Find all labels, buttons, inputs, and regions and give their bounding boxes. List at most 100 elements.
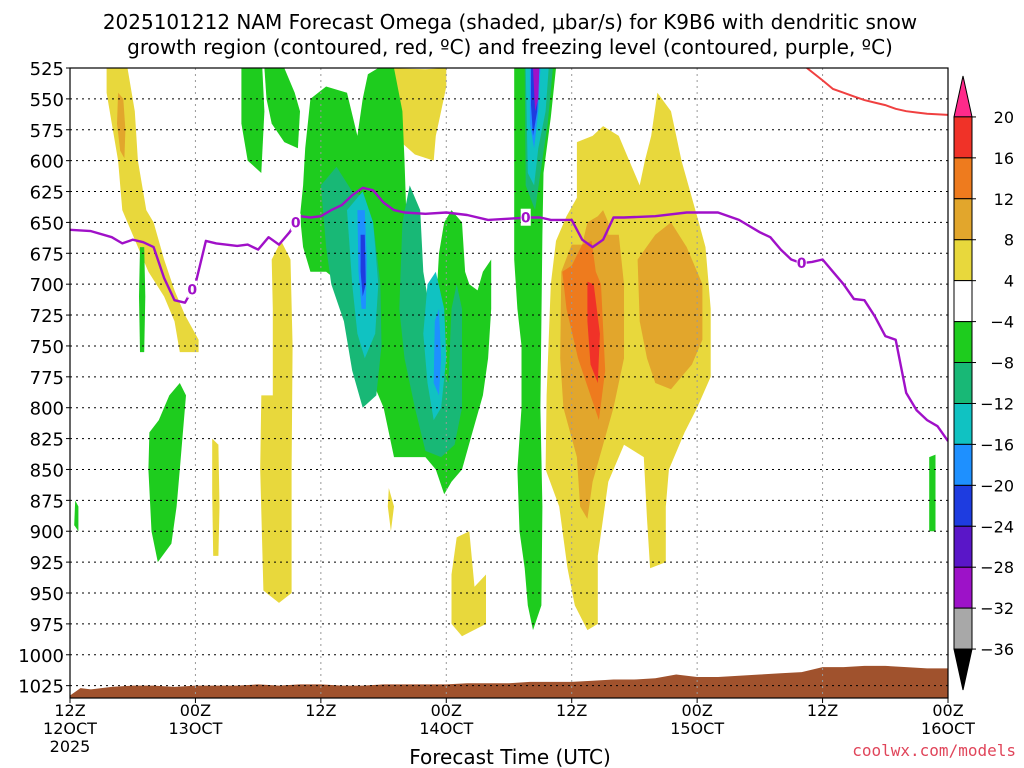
gridlines xyxy=(70,68,948,698)
y-tick-label-700: 700 xyxy=(30,275,64,296)
x-tick-label-mid-36: 14OCT xyxy=(419,719,473,738)
y-tick-label-975: 975 xyxy=(30,615,64,636)
y-tick-label-750: 750 xyxy=(30,337,64,358)
omega-region-5 xyxy=(387,488,394,532)
credit-text: coolwx.com/models xyxy=(852,741,1016,760)
y-axis: 525 550 575 600 625 650 675 700 725 750 775 800 825 8… xyxy=(18,59,70,698)
y-tick-label-1025: 1025 xyxy=(18,677,64,698)
x-tick-label-top-0: 12Z xyxy=(54,701,85,720)
colorbar-swatch-7 xyxy=(953,362,973,404)
y-tick-label-550: 550 xyxy=(30,90,64,111)
y-tick-label-900: 900 xyxy=(30,522,64,543)
omega-region-27 xyxy=(433,308,442,396)
dgz-contour-line xyxy=(806,68,948,116)
freezing-level-label-3: 0 xyxy=(797,256,807,272)
chart-title-line1: 2025101212 NAM Forecast Omega (shaded, μ… xyxy=(103,10,917,34)
omega-region-31 xyxy=(533,68,540,112)
colorbar-label-10: −24 xyxy=(980,517,1014,536)
colorbar-label-0: 20 xyxy=(994,108,1014,127)
omega-region-16 xyxy=(241,68,265,173)
colorbar-swatch-12 xyxy=(953,566,973,609)
colorbar-label-4: 4 xyxy=(1004,272,1014,291)
colorbar-label-5: −4 xyxy=(990,313,1014,332)
y-tick-label-775: 775 xyxy=(30,368,64,389)
colorbar-swatch-3 xyxy=(953,198,973,241)
colorbar-swatch-1 xyxy=(953,116,973,159)
colorbar-label-1: 16 xyxy=(994,149,1014,168)
x-tick-label-mid-60: 15OCT xyxy=(670,719,724,738)
omega-region-3 xyxy=(260,240,293,603)
omega-region-12 xyxy=(139,247,146,353)
x-tick-label-top-84: 00Z xyxy=(932,701,963,720)
y-tick-label-850: 850 xyxy=(30,460,64,481)
contours: 0 0 0 0 xyxy=(70,68,948,442)
omega-region-10 xyxy=(562,240,606,421)
x-tick-label-top-24: 12Z xyxy=(305,701,336,720)
y-tick-label-950: 950 xyxy=(30,584,64,605)
y-tick-label-625: 625 xyxy=(30,183,64,204)
freezing-level-line xyxy=(70,186,948,442)
omega-region-19 xyxy=(514,68,556,631)
colorbar-label-12: −32 xyxy=(980,599,1014,618)
omega-region-1 xyxy=(117,92,126,159)
y-tick-label-875: 875 xyxy=(30,491,64,512)
colorbar-swatch-14 xyxy=(953,648,973,691)
colorbar-label-9: −20 xyxy=(980,476,1014,495)
freezing-level-label-2: 0 xyxy=(521,211,531,227)
y-tick-label-525: 525 xyxy=(30,59,64,80)
terrain xyxy=(70,665,948,698)
colorbar-swatch-8 xyxy=(953,402,973,445)
freezing-label-bg-3 xyxy=(796,254,807,272)
omega-region-29 xyxy=(360,234,366,297)
colorbar-label-8: −16 xyxy=(980,435,1014,454)
x-tick-label-top-36: 00Z xyxy=(431,701,462,720)
omega-region-11 xyxy=(587,281,600,383)
y-tick-label-675: 675 xyxy=(30,244,64,265)
x-tick-label-bot-0: 2025 xyxy=(50,737,91,756)
x-tick-label-top-72: 12Z xyxy=(807,701,838,720)
freezing-label-bg-1 xyxy=(290,213,301,231)
colorbar-label-13: −36 xyxy=(980,640,1014,659)
omega-region-14 xyxy=(74,500,79,532)
freezing-label-bg-0 xyxy=(187,280,198,298)
colorbar-swatch-2 xyxy=(953,157,973,200)
x-tick-label-mid-12: 13OCT xyxy=(168,719,222,738)
omega-region-17 xyxy=(264,68,300,149)
y-tick-label-725: 725 xyxy=(30,306,64,327)
omega-region-9 xyxy=(637,222,703,390)
colorbar-swatch-6 xyxy=(953,321,973,364)
colorbar-swatch-11 xyxy=(953,525,973,568)
colorbar-swatch-9 xyxy=(953,443,973,486)
omega-shading xyxy=(74,68,936,637)
x-tick-label-top-12: 00Z xyxy=(180,701,211,720)
colorbar-swatch-0 xyxy=(953,75,973,118)
omega-region-18 xyxy=(300,68,492,495)
colorbar-swatch-10 xyxy=(953,484,973,527)
terrain-fill xyxy=(70,665,948,698)
x-tick-label-mid-84: 16OCT xyxy=(921,719,975,738)
freezing-level-label-1: 0 xyxy=(291,216,301,232)
omega-region-15 xyxy=(929,454,936,532)
colorbar: 20 16 12 8 4 −4 −8 −12 −16 −20 −24 −28 −32 −36 xyxy=(953,75,1014,691)
omega-region-6 xyxy=(451,531,486,637)
colorbar-swatch-5 xyxy=(953,280,973,323)
omega-region-13 xyxy=(148,383,186,563)
freezing-level-label-0: 0 xyxy=(187,283,197,299)
omega-region-4 xyxy=(212,438,220,556)
colorbar-swatch-4 xyxy=(953,239,973,282)
y-tick-label-600: 600 xyxy=(30,152,64,173)
colorbar-label-7: −12 xyxy=(980,394,1014,413)
colorbar-label-6: −8 xyxy=(990,354,1014,373)
colorbar-label-2: 12 xyxy=(994,190,1014,209)
y-tick-label-1000: 1000 xyxy=(18,646,64,667)
y-tick-label-825: 825 xyxy=(30,430,64,451)
x-tick-label-top-60: 00Z xyxy=(681,701,712,720)
y-tick-label-925: 925 xyxy=(30,553,64,574)
x-tick-label-top-48: 12Z xyxy=(556,701,587,720)
y-tick-label-650: 650 xyxy=(30,213,64,234)
y-tick-label-800: 800 xyxy=(30,399,64,420)
colorbar-label-3: 8 xyxy=(1004,231,1014,250)
chart-title-line2: growth region (contoured, red, ºC) and f… xyxy=(127,35,893,59)
